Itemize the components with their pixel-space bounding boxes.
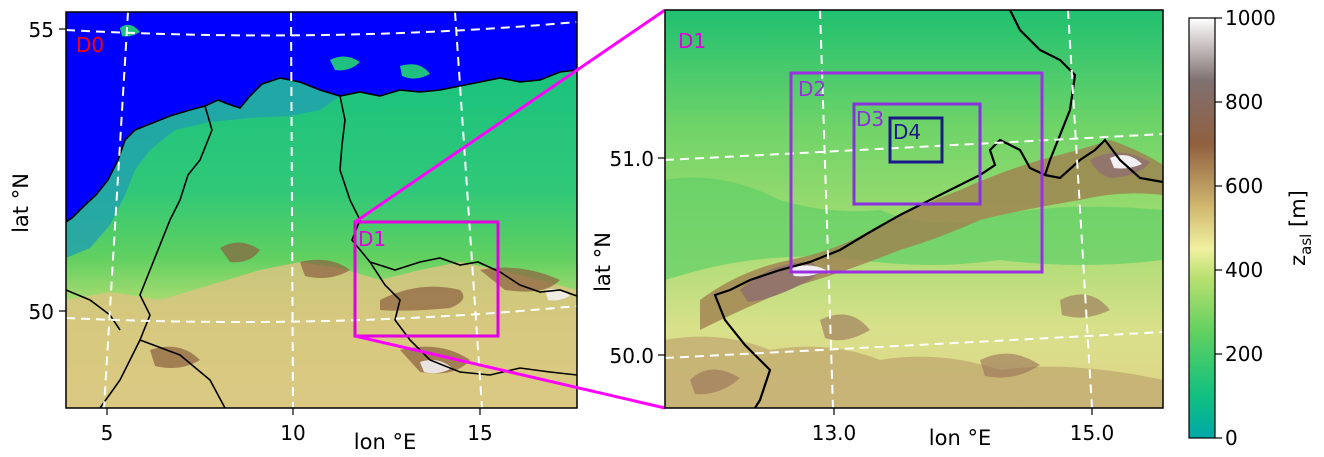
colorbar-tick-labels: 1000 800 600 400 200 0 — [1225, 6, 1276, 450]
colorbar-tick-label: 600 — [1225, 174, 1263, 198]
right-ylabel: lat °N — [591, 232, 615, 292]
right-map-frame — [664, 9, 1164, 409]
d3-label: D3 — [856, 107, 884, 131]
colorbar-label-unit: [m] — [1286, 190, 1310, 234]
colorbar-tick-label: 400 — [1225, 258, 1263, 282]
left-xtick-10: 10 — [280, 421, 305, 445]
left-map-frame — [65, 11, 578, 409]
colorbar-tick-label: 800 — [1225, 90, 1263, 114]
d4-label: D4 — [893, 120, 921, 144]
left-d1-label: D1 — [358, 227, 386, 251]
left-graticule — [66, 12, 577, 408]
left-ytick-55: 55 — [29, 18, 54, 42]
d3-domain-box — [852, 102, 982, 206]
colorbar-tick-label: 0 — [1225, 426, 1238, 450]
north-sea — [66, 12, 577, 222]
colorbar-label-sub: asl — [1297, 234, 1315, 255]
right-ytick-51: 51.0 — [609, 147, 654, 171]
baltic-islands — [120, 24, 430, 79]
right-graticule — [665, 10, 1163, 408]
zoom-connector-lines — [354, 8, 666, 410]
right-xtick-13: 13.0 — [812, 421, 857, 445]
d4-domain-box — [888, 116, 944, 164]
left-ticks — [59, 28, 481, 415]
right-country-borders — [713, 10, 1163, 408]
ore-mountains — [700, 140, 1163, 330]
mountain-peaks — [740, 152, 1150, 302]
right-ticks — [658, 157, 1093, 415]
country-borders — [66, 69, 577, 408]
right-map-panel — [665, 10, 1163, 408]
colorbar-label: zasl [m] — [1286, 190, 1315, 266]
hill-patches — [690, 294, 1110, 395]
right-ytick-50: 50.0 — [609, 344, 654, 368]
d0-label: D0 — [76, 33, 104, 57]
colorbar-tick-label: 200 — [1225, 342, 1263, 366]
colorbar-ticks — [1215, 17, 1222, 439]
coastal-shallows — [66, 78, 340, 258]
snow-peaks — [420, 288, 570, 374]
right-d1-label: D1 — [678, 29, 706, 53]
colorbar: 1000 800 600 400 200 0 zasl [m] — [1188, 6, 1315, 450]
left-xtick-5: 5 — [101, 421, 114, 445]
right-xlabel: lon °E — [929, 426, 991, 450]
left-map-panel — [66, 12, 577, 408]
right-xtick-15: 15.0 — [1070, 421, 1115, 445]
left-xlabel: lon °E — [354, 430, 416, 454]
colorbar-gradient — [1188, 17, 1216, 439]
d2-domain-box — [789, 71, 1044, 274]
left-xtick-15: 15 — [467, 421, 492, 445]
southern-hills-right — [665, 336, 1163, 408]
d2-label: D2 — [798, 77, 826, 101]
left-ytick-50: 50 — [29, 300, 54, 324]
left-ylabel: lat °N — [9, 173, 33, 233]
mountain-ridges — [150, 242, 560, 374]
colorbar-tick-label: 1000 — [1225, 6, 1276, 30]
colorbar-label-main: z — [1286, 255, 1310, 266]
d1-domain-box — [353, 220, 500, 338]
